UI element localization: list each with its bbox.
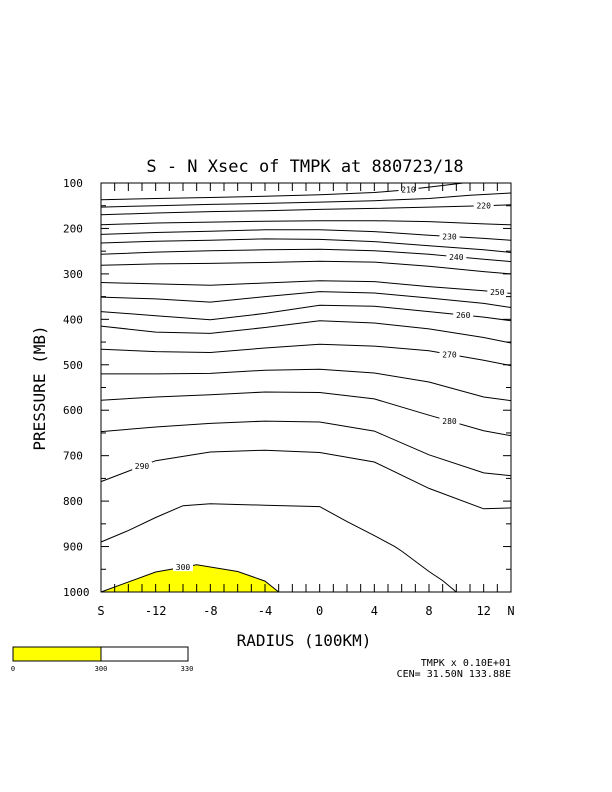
- contour-layer: 210 220 230 240 250 260 270 280 290 300: [100, 182, 512, 593]
- y-tick-label: 900: [63, 541, 83, 554]
- colorbar-label: 0: [11, 665, 15, 673]
- contour-label-300: 300: [176, 563, 191, 572]
- x-axis-label: RADIUS (100KM): [237, 631, 372, 650]
- contour-label-260: 260: [456, 311, 471, 320]
- contour-label-background: [398, 185, 419, 194]
- x-axis: S -12 -8 -4 0 4 8 12 N: [97, 183, 515, 618]
- y-tick-label: 100: [63, 177, 83, 190]
- contour-label-230: 230: [442, 232, 457, 241]
- y-tick-label: 600: [63, 404, 83, 417]
- y-tick-label: 500: [63, 359, 83, 372]
- contour-label-240: 240: [449, 253, 464, 262]
- contour-label-background: [132, 461, 152, 470]
- contour-label-220: 220: [476, 202, 491, 211]
- contour-line-285: [100, 420, 512, 477]
- y-tick-label: 400: [63, 313, 83, 326]
- contour-line-275: [101, 368, 512, 402]
- contour-line-270: [100, 343, 512, 367]
- x-tick-label: 12: [476, 604, 490, 618]
- contour-line-245: [100, 260, 512, 275]
- contour-label-background: [173, 563, 193, 572]
- y-tick-label: 300: [63, 268, 83, 281]
- contour-label-270: 270: [442, 350, 457, 359]
- y-tick-label: 700: [63, 450, 83, 463]
- contour-line-255: [100, 291, 512, 308]
- contour-line-230: [100, 229, 512, 241]
- chart-title: S - N Xsec of TMPK at 880723/18: [146, 157, 463, 177]
- colorbar-label: 300: [95, 665, 108, 673]
- contour-label-background: [453, 311, 474, 320]
- colorbar: 0 300 330: [11, 646, 194, 673]
- y-tick-label: 200: [63, 222, 83, 235]
- x-tick-label: N: [507, 604, 514, 618]
- y-tick-label: 1000: [63, 586, 90, 599]
- contour-label-background: [439, 350, 460, 359]
- contour-label-background: [446, 252, 467, 261]
- y-axis: 100 200 300 400 500 600 700 800 900 1000: [63, 177, 511, 599]
- contour-line-215: [100, 192, 512, 208]
- contour-line-295: [100, 503, 457, 593]
- x-tick-label: -8: [203, 604, 217, 618]
- shaded-region-layer: [101, 564, 279, 592]
- contour-label-background: [439, 417, 460, 426]
- contour-label-280: 280: [442, 417, 457, 426]
- contour-line-220: [100, 204, 512, 216]
- x-tick-label: 4: [371, 604, 378, 618]
- shaded-region-300: [101, 564, 279, 592]
- contour-line-300: [100, 564, 280, 593]
- contour-line-290: [100, 449, 512, 510]
- y-tick-label: 800: [63, 495, 83, 508]
- contour-label-210: 210: [401, 185, 416, 194]
- center-coordinates: CEN= 31.50N 133.88E: [397, 669, 511, 680]
- contour-label-background: [487, 288, 508, 297]
- colorbar-segment-unshaded: [100, 646, 189, 662]
- x-tick-label: -4: [258, 604, 272, 618]
- contour-line-280: [100, 391, 512, 437]
- contour-line-265: [100, 320, 512, 344]
- plot-area: 210 220 230 240 250 260 270 280 290 300 100 200 300…: [63, 177, 515, 618]
- x-tick-label: 8: [425, 604, 432, 618]
- contour-label-background: [473, 201, 494, 210]
- contour-label-250: 250: [490, 288, 505, 297]
- contour-label-290: 290: [135, 462, 150, 471]
- y-axis-label: PRESSURE (MB): [30, 325, 49, 450]
- x-tick-label: 0: [316, 604, 323, 618]
- contour-line-225: [100, 220, 512, 226]
- x-tick-label: S: [97, 604, 104, 618]
- contour-line-235: [100, 238, 512, 253]
- scale-note: TMPK x 0.10E+01: [421, 658, 511, 669]
- colorbar-label: 330: [181, 665, 194, 673]
- colorbar-segment-shaded: [12, 646, 102, 662]
- contour-label-background: [439, 232, 460, 241]
- x-tick-label: -12: [145, 604, 167, 618]
- contour-line-250: [100, 280, 512, 294]
